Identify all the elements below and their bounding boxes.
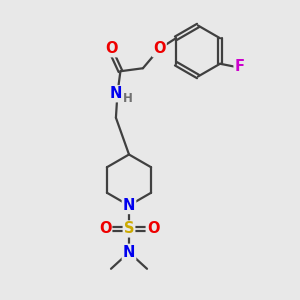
Text: O: O (99, 221, 111, 236)
Text: O: O (153, 41, 166, 56)
Text: N: N (123, 245, 135, 260)
Text: N: N (123, 198, 135, 213)
Text: O: O (147, 221, 159, 236)
Text: N: N (110, 86, 122, 101)
Text: H: H (123, 92, 133, 105)
Text: F: F (235, 59, 244, 74)
Text: O: O (105, 41, 118, 56)
Text: S: S (124, 221, 134, 236)
